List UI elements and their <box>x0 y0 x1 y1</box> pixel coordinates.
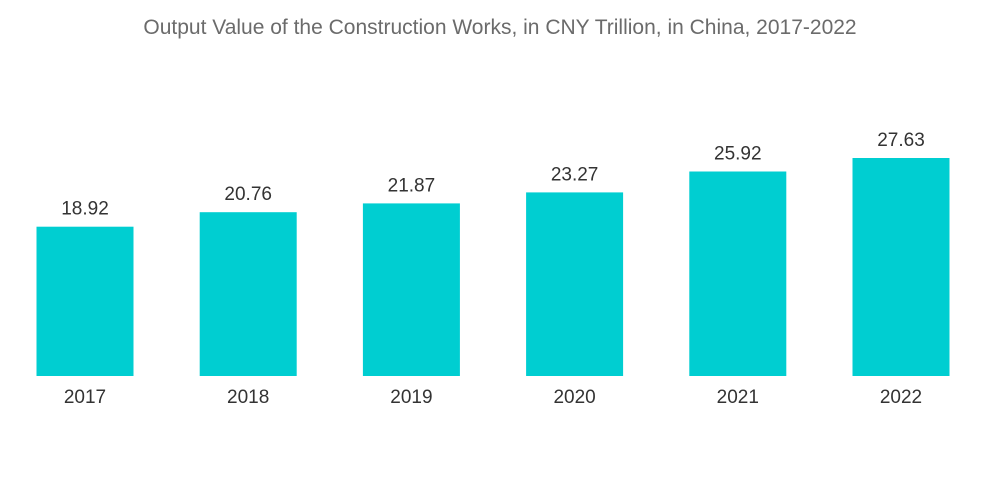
x-tick-label-2019: 2019 <box>390 387 432 408</box>
data-label-2018: 20.76 <box>224 184 272 205</box>
bar-2018 <box>199 212 297 376</box>
x-tick-label-2018: 2018 <box>227 387 269 408</box>
chart-title: Output Value of the Construction Works, … <box>143 16 857 39</box>
x-tick-label-2017: 2017 <box>64 387 106 408</box>
data-label-2017: 18.92 <box>61 199 109 220</box>
bar-2019 <box>362 203 460 376</box>
x-tick-label-2021: 2021 <box>717 387 759 408</box>
x-tick-label-2020: 2020 <box>553 387 595 408</box>
bar-2022 <box>852 158 950 376</box>
data-label-2021: 25.92 <box>714 144 762 165</box>
bar-2020 <box>526 192 624 376</box>
data-label-2022: 27.63 <box>877 130 925 151</box>
bar-2021 <box>689 171 787 376</box>
bar-2017 <box>36 226 134 376</box>
x-tick-label-2022: 2022 <box>880 387 922 408</box>
data-label-2019: 21.87 <box>388 175 436 196</box>
data-label-2020: 23.27 <box>551 164 599 185</box>
